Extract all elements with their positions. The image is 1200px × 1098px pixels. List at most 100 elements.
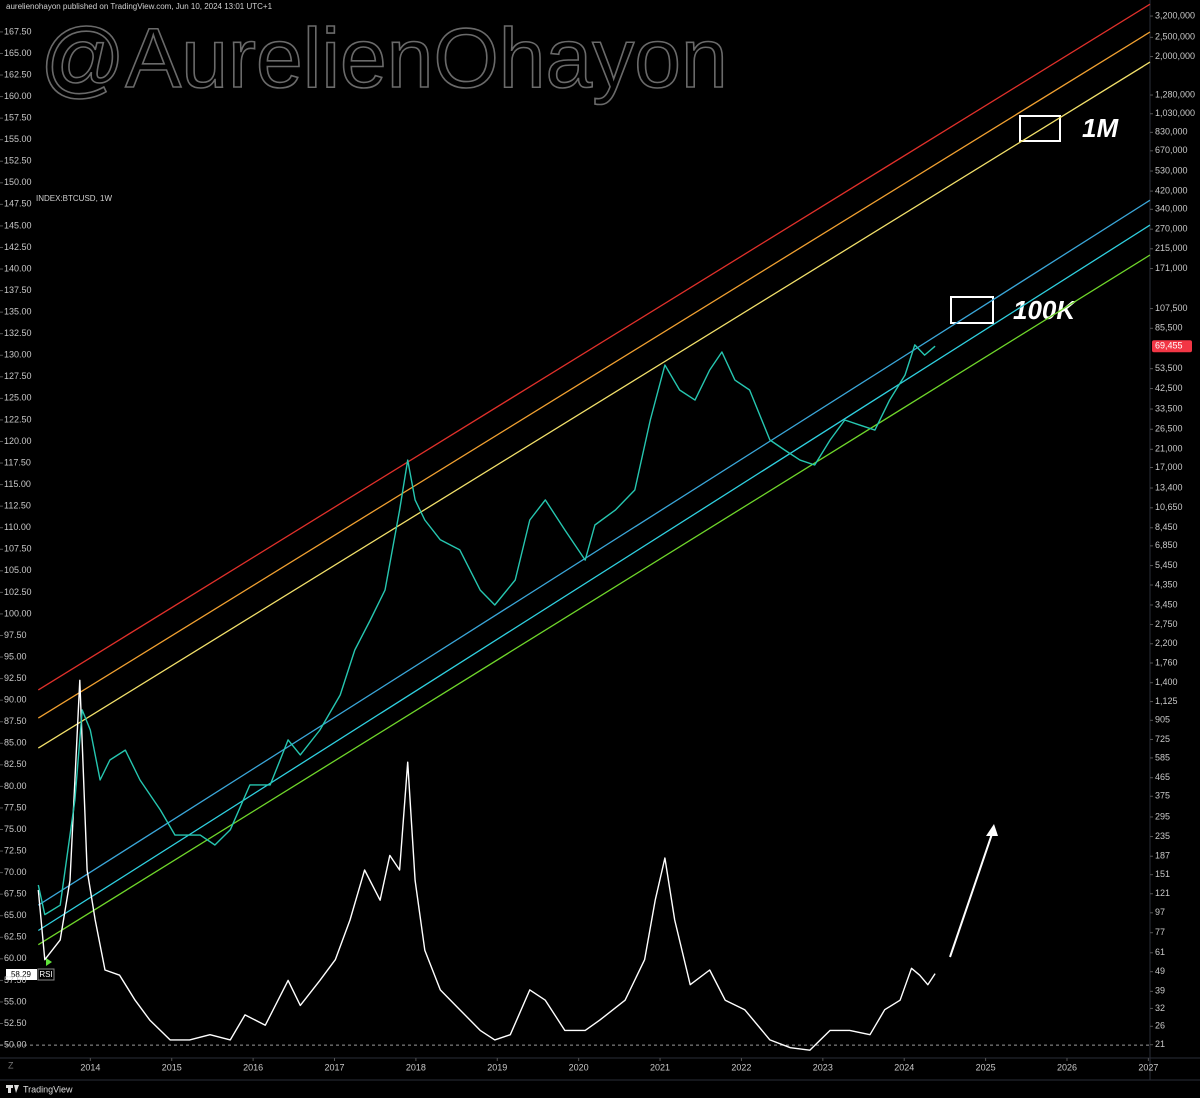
y-tick-label: 82.50 [4,759,27,769]
y-tick-label: 87.50 [4,716,27,726]
watermark: @AurelienOhayon [40,11,728,105]
symbol-label: INDEX:BTCUSD, 1W [36,194,112,203]
channel-line [37,224,1151,932]
y-tick-label: 95.00 [4,651,27,661]
y2-tick-label: 42,500 [1155,383,1183,393]
last-price-box [1152,340,1192,353]
y2-tick-label: 1,400 [1155,677,1178,687]
x-tick-label: 2014 [80,1062,100,1072]
x-tick-label: 2018 [406,1062,426,1072]
y2-tick-label: 270,000 [1155,224,1188,234]
y2-tick-label: 26 [1155,1021,1165,1031]
y2-tick-label: 151 [1155,869,1170,879]
y-tick-label: 60.00 [4,953,27,963]
rsi-value-box [6,969,37,980]
y-tick-label: 120.00 [4,436,32,446]
y2-tick-label: 2,500,000 [1155,32,1195,42]
y2-tick-label: 585 [1155,752,1170,762]
x-tick-label: 2022 [731,1062,751,1072]
y-tick-label: 97.50 [4,630,27,640]
y-tick-label: 92.50 [4,673,27,683]
y2-tick-label: 107,500 [1155,303,1188,313]
zoom-icon: Z [8,1060,14,1070]
y2-tick-label: 2,750 [1155,619,1178,629]
y-tick-label: 135.00 [4,307,32,317]
y-tick-label: 160.00 [4,91,32,101]
y2-tick-label: 33,500 [1155,403,1183,413]
y-tick-label: 152.50 [4,156,32,166]
y-tick-label: 140.00 [4,263,32,273]
y2-tick-label: 77 [1155,927,1165,937]
y2-tick-label: 3,450 [1155,599,1178,609]
y-tick-label: 112.50 [4,501,31,511]
y-tick-label: 70.00 [4,867,27,877]
x-tick-label: 2025 [976,1062,996,1072]
y-tick-label: 130.00 [4,350,32,360]
y2-tick-label: 61 [1155,947,1165,957]
x-tick-label: 2026 [1057,1062,1077,1072]
y-tick-label: 52.50 [4,1018,27,1028]
y-tick-label: 50.00 [4,1039,27,1049]
y2-tick-label: 3,200,000 [1155,10,1195,20]
y-tick-label: 80.00 [4,781,27,791]
last-price-label: 69,455 [1155,341,1183,351]
y-tick-label: 85.00 [4,738,27,748]
y2-tick-label: 39 [1155,986,1165,996]
y-tick-label: 105.00 [4,565,32,575]
channel-line [37,61,1151,749]
y-tick-label: 147.50 [4,199,32,209]
y-tick-label: 115.00 [4,479,31,489]
y2-tick-label: 830,000 [1155,127,1188,137]
y-tick-label: 117.50 [4,457,31,467]
y-tick-label: 77.50 [4,802,27,812]
y2-tick-label: 530,000 [1155,165,1188,175]
y2-tick-label: 375 [1155,791,1170,801]
y2-tick-label: 85,500 [1155,323,1183,333]
y-tick-label: 132.50 [4,328,32,338]
y-tick-label: 167.50 [4,26,32,36]
y-tick-label: 127.50 [4,371,32,381]
y2-tick-label: 97 [1155,907,1165,917]
x-tick-label: 2017 [324,1062,344,1072]
y-tick-label: 65.00 [4,910,27,920]
y-tick-label: 102.50 [4,587,32,597]
y2-tick-label: 17,000 [1155,462,1183,472]
y2-tick-label: 1,030,000 [1155,108,1195,118]
y2-tick-label: 21,000 [1155,444,1183,454]
x-tick-label: 2027 [1138,1062,1158,1072]
x-tick-label: 2015 [162,1062,182,1072]
y2-tick-label: 171,000 [1155,263,1188,273]
y2-tick-label: 13,400 [1155,482,1183,492]
footer-text: TradingView [23,1084,73,1094]
y2-tick-label: 10,650 [1155,502,1183,512]
marker-icon [46,958,52,966]
rsi-name: RSI [39,970,52,979]
y-tick-label: 125.00 [4,393,32,403]
y2-tick-label: 6,850 [1155,540,1178,550]
y2-tick-label: 1,280,000 [1155,89,1195,99]
arrow-head [986,824,998,836]
y2-tick-label: 340,000 [1155,204,1188,214]
y-tick-label: 165.00 [4,48,32,58]
x-tick-label: 2021 [650,1062,670,1072]
y2-tick-label: 21 [1155,1039,1165,1049]
series-line [37,344,936,916]
y2-tick-label: 235 [1155,831,1170,841]
y-tick-label: 75.00 [4,824,27,834]
y2-tick-label: 26,500 [1155,424,1183,434]
y2-tick-label: 1,760 [1155,657,1178,667]
channel-line [37,31,1151,719]
y-tick-label: 72.50 [4,845,27,855]
y-tick-label: 90.00 [4,695,27,705]
rsi-value: 58.29 [11,970,32,979]
series-line [37,679,936,1051]
y2-tick-label: 295 [1155,811,1170,821]
y-tick-label: 157.50 [4,113,32,123]
y2-tick-label: 2,000,000 [1155,51,1195,61]
y2-tick-label: 905 [1155,715,1170,725]
y2-tick-label: 187 [1155,851,1170,861]
x-tick-label: 2023 [813,1062,833,1072]
y-tick-label: 55.00 [4,996,27,1006]
